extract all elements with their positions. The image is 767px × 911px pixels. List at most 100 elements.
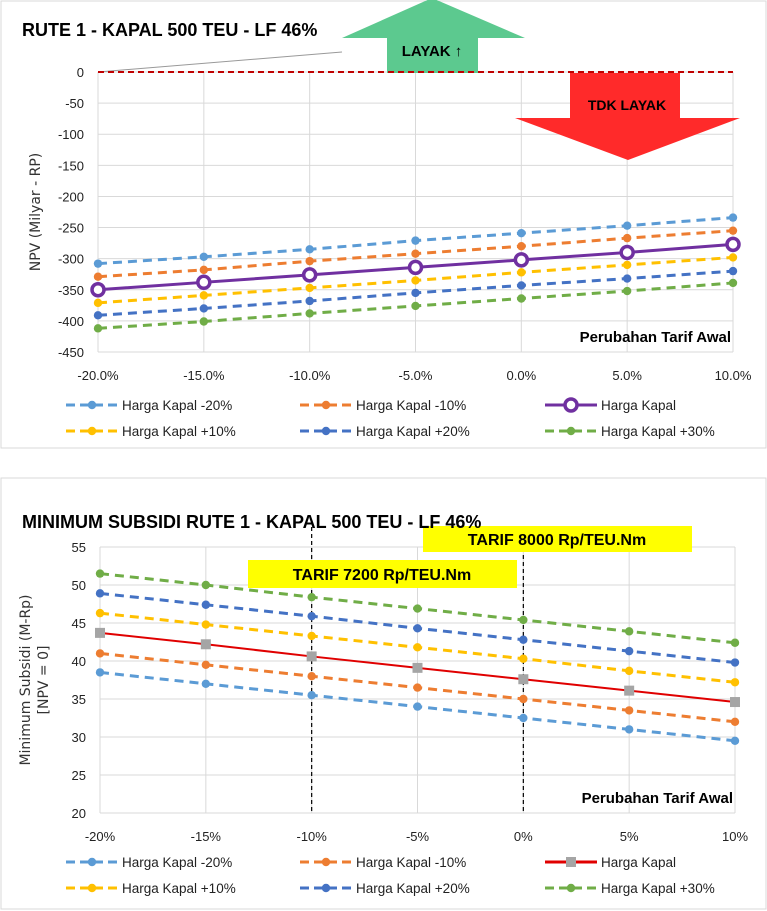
data-point — [566, 883, 576, 893]
data-point — [199, 304, 209, 313]
legend-label: Harga Kapal +10% — [122, 424, 236, 439]
data-point — [411, 276, 420, 285]
data-point — [307, 691, 316, 700]
legend-item[interactable]: Harga Kapal -10% — [300, 398, 466, 413]
data-point — [93, 272, 103, 281]
data-point — [321, 400, 331, 410]
data-point — [413, 624, 422, 633]
data-point — [321, 857, 331, 867]
y-tick-label: -250 — [58, 221, 84, 236]
y-tick-label: -50 — [65, 96, 84, 111]
y-tick-label: 40 — [72, 654, 86, 669]
series-0 — [95, 668, 740, 745]
data-point — [306, 651, 317, 662]
data-point — [87, 857, 97, 867]
x-tick-label: -5% — [406, 829, 430, 844]
data-point — [517, 268, 526, 277]
x-tick-label: 0.0% — [507, 368, 537, 383]
data-point — [518, 674, 529, 685]
y-tick-label: -300 — [58, 252, 84, 267]
data-point — [624, 666, 634, 676]
data-point — [199, 252, 209, 261]
data-point — [517, 242, 526, 251]
y-tick-label: -350 — [58, 283, 84, 298]
data-point — [87, 426, 97, 436]
legend-label: Harga Kapal — [601, 398, 676, 413]
x-tick-label: 5.0% — [612, 368, 642, 383]
tarif-7200-label: TARIF 7200 Rp/TEU.Nm — [293, 567, 471, 584]
data-point — [519, 694, 528, 704]
series-5 — [93, 278, 738, 333]
data-point — [624, 646, 634, 656]
x-tick-label: 10.0% — [715, 368, 752, 383]
legend-item[interactable]: Harga Kapal +10% — [66, 424, 236, 439]
tarif-8000-box — [423, 526, 692, 552]
data-point — [619, 244, 635, 261]
legend-item[interactable]: Harga Kapal -20% — [66, 855, 232, 870]
x-tick-label: -20.0% — [77, 368, 119, 383]
data-point — [95, 668, 105, 677]
data-point — [305, 245, 314, 254]
tarif-8000-label: TARIF 8000 Rp/TEU.Nm — [468, 532, 646, 549]
x-axis-label: Perubahan Tarif Awal — [582, 790, 733, 807]
data-point — [95, 569, 105, 578]
data-point — [728, 213, 738, 222]
legend-item[interactable]: Harga Kapal +20% — [300, 881, 470, 896]
chart-title: MINIMUM SUBSIDI RUTE 1 - KAPAL 500 TEU -… — [22, 512, 481, 532]
x-tick-label: -10% — [296, 829, 327, 844]
data-point — [87, 400, 97, 410]
legend-label: Harga Kapal -20% — [122, 855, 232, 870]
y-tick-label: 20 — [72, 806, 86, 821]
data-point — [725, 236, 741, 253]
data-point — [407, 259, 424, 276]
legend-label: Harga Kapal +20% — [356, 881, 470, 896]
data-point — [95, 627, 105, 638]
data-point — [200, 639, 211, 650]
legend-item[interactable]: Harga Kapal -10% — [300, 855, 466, 870]
y-tick-label: -200 — [58, 189, 84, 204]
series-3 — [93, 253, 738, 308]
legend-item[interactable]: Harga Kapal — [545, 397, 676, 413]
series-4 — [95, 589, 740, 667]
legend-item[interactable]: Harga Kapal — [545, 855, 676, 870]
y-tick-label: -450 — [58, 345, 84, 360]
y-tick-label: 30 — [72, 730, 86, 745]
y-axis-label-2: [NPV = 0] — [36, 646, 52, 715]
data-point — [307, 672, 316, 681]
data-point — [411, 301, 420, 311]
tdk-layak-label: TDK LAYAK — [588, 97, 666, 113]
x-tick-label: -15.0% — [183, 368, 225, 383]
data-point — [87, 883, 97, 893]
data-point — [517, 294, 526, 303]
data-point — [93, 298, 103, 308]
data-point — [305, 283, 314, 293]
data-point — [196, 274, 212, 291]
data-point — [199, 317, 209, 326]
data-point — [307, 631, 316, 641]
data-point — [201, 660, 211, 669]
data-point — [563, 397, 579, 413]
data-point — [566, 426, 576, 436]
data-point — [201, 600, 211, 609]
data-point — [519, 713, 528, 723]
data-point — [624, 627, 634, 636]
y-tick-label: 45 — [72, 616, 86, 631]
x-tick-label: -10.0% — [289, 368, 331, 383]
series-2 — [90, 236, 741, 298]
legend-item[interactable]: Harga Kapal -20% — [66, 398, 232, 413]
legend-item[interactable]: Harga Kapal +30% — [545, 881, 715, 896]
data-point — [411, 288, 420, 298]
y-axis-label: NPV (Milyar - RP) — [28, 153, 44, 271]
legend-item[interactable]: Harga Kapal +10% — [66, 881, 236, 896]
data-point — [730, 717, 740, 726]
legend-item[interactable]: Harga Kapal +30% — [545, 424, 715, 439]
chart1-border — [0, 0, 767, 449]
legend-item[interactable]: Harga Kapal +20% — [300, 424, 470, 439]
data-point — [624, 685, 635, 696]
legend-label: Harga Kapal -20% — [122, 398, 232, 413]
legend-label: Harga Kapal +30% — [601, 881, 715, 896]
data-point — [517, 228, 526, 238]
legend-label: Harga Kapal +30% — [601, 424, 715, 439]
data-point — [622, 233, 632, 243]
